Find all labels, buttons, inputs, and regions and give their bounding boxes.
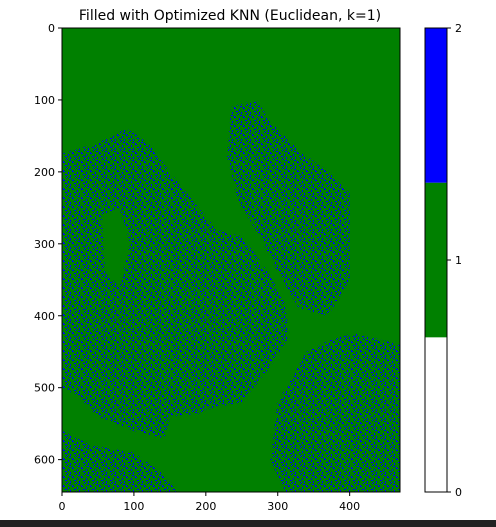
colorbar-band <box>425 182 447 338</box>
x-tick-label: 400 <box>339 500 360 513</box>
speckle-region-upper-right-band <box>227 99 350 316</box>
x-axis: 0 100 200 300 400 <box>59 492 360 513</box>
y-axis: 0 100 200 300 400 500 600 <box>34 22 62 467</box>
window-bottom-edge <box>0 520 496 527</box>
speckle-region-bottom-left-blob <box>62 430 178 492</box>
plot-frame <box>61 27 401 493</box>
y-tick-label: 400 <box>34 310 55 323</box>
x-tick-label: 300 <box>267 500 288 513</box>
colorbar-tick-label: 0 <box>455 486 462 499</box>
speckle-layer <box>62 99 400 492</box>
green-region-hole-inner-left <box>101 207 131 287</box>
colorbar-band <box>425 28 447 183</box>
colorbar-band <box>425 337 447 492</box>
y-tick-label: 200 <box>34 166 55 179</box>
x-tick-label: 100 <box>123 500 144 513</box>
colorbar: 0 1 2 <box>424 22 462 499</box>
plot-area <box>61 27 401 493</box>
chart-title: Filled with Optimized KNN (Euclidean, k=… <box>79 8 381 24</box>
x-tick-label: 200 <box>195 500 216 513</box>
x-tick-label: 0 <box>59 500 66 513</box>
colorbar-ticks: 0 1 2 <box>447 22 462 499</box>
colorbar-bands <box>425 28 447 492</box>
y-tick-label: 0 <box>48 22 55 35</box>
green-region-hole-lower-center <box>162 412 249 492</box>
y-tick-label: 600 <box>34 454 55 467</box>
colorbar-tick-label: 2 <box>455 22 462 35</box>
speckle-region-left-peninsula <box>62 128 289 438</box>
y-tick-label: 300 <box>34 238 55 251</box>
y-tick-label: 500 <box>34 382 55 395</box>
y-tick-label: 100 <box>34 94 55 107</box>
colorbar-tick-label: 1 <box>455 254 462 267</box>
speckle-region-lower-right-blob <box>270 333 400 492</box>
speckle-region-left-edge-strip <box>62 243 88 374</box>
